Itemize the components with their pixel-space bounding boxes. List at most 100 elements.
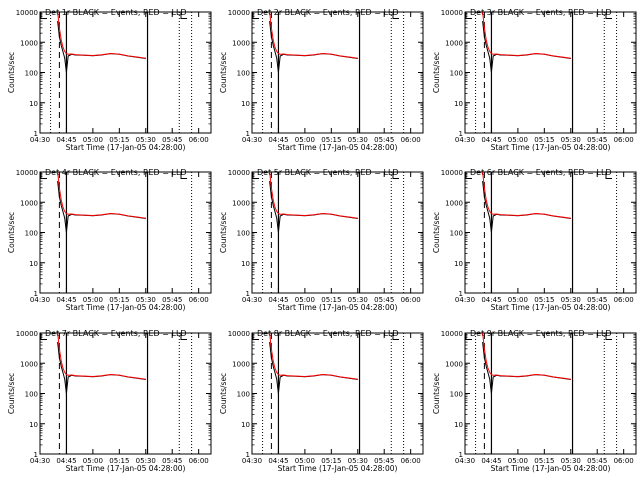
panel: Det 5r BLACK = Events, RED = LLD 1 10 100 10… — [219, 168, 424, 312]
x-axis-label: Start Time (17-Jan-05 04:28:00) — [278, 464, 398, 473]
y-tick-label: 10 — [241, 260, 250, 268]
y-tick-label: 10 — [29, 260, 38, 268]
x-tick-label: 04:45 — [56, 457, 76, 465]
y-tick-label: 1 — [459, 290, 463, 298]
y-tick-label: 10000 — [228, 330, 250, 338]
x-tick-label: 05:45 — [162, 457, 182, 465]
x-tick-label: 05:15 — [321, 136, 341, 144]
x-tick-label: 05:30 — [561, 136, 581, 144]
x-tick-label: 05:45 — [162, 136, 182, 144]
y-tick-label: 10000 — [441, 330, 463, 338]
x-tick-label: 04:45 — [481, 136, 501, 144]
y-axis-label: Counts/sec — [432, 52, 441, 93]
y-tick-label: 1 — [34, 290, 38, 298]
panel: Det 4r BLACK = Events, RED = LLD 1 10 100 10… — [7, 168, 212, 312]
x-tick-label: 06:00 — [614, 457, 634, 465]
y-tick-label: 10 — [241, 100, 250, 108]
x-tick-label: 04:45 — [56, 136, 76, 144]
y-tick-label: 10000 — [441, 9, 463, 17]
x-tick-label: 04:30 — [242, 136, 262, 144]
y-axis-label: Counts/sec — [7, 373, 16, 414]
legend-mark — [392, 333, 399, 340]
x-tick-label: 04:30 — [455, 296, 475, 304]
events-line — [57, 181, 146, 233]
x-tick-label: 05:00 — [508, 296, 528, 304]
legend-mark — [180, 172, 187, 179]
panel-title: Det 2r BLACK = Events, RED = LLD — [257, 8, 399, 17]
legend-mark — [605, 172, 612, 179]
x-tick-label: 05:45 — [162, 296, 182, 304]
x-tick-label: 06:00 — [189, 296, 209, 304]
legend-mark — [605, 12, 612, 19]
x-tick-label: 05:00 — [295, 296, 315, 304]
y-tick-label: 1000 — [445, 39, 463, 47]
x-tick-label: 06:00 — [614, 296, 634, 304]
y-tick-label: 10 — [241, 421, 250, 429]
y-tick-label: 10 — [29, 421, 38, 429]
x-tick-label: 04:30 — [30, 296, 50, 304]
lld-line — [57, 11, 146, 59]
y-tick-label: 100 — [237, 391, 250, 399]
panel: Det 9r BLACK = Events, RED = LLD 1 10 100 10… — [432, 329, 637, 473]
x-tick-label: 06:00 — [401, 296, 421, 304]
x-tick-label: 05:30 — [561, 457, 581, 465]
x-tick-label: 06:00 — [401, 136, 421, 144]
y-tick-label: 1 — [459, 451, 463, 459]
y-tick-label: 1000 — [232, 360, 250, 368]
panel-title: Det 8r BLACK = Events, RED = LLD — [257, 329, 399, 338]
legend-mark — [180, 333, 187, 340]
events-line — [482, 342, 571, 394]
y-tick-label: 1 — [34, 130, 38, 138]
y-tick-label: 10000 — [16, 9, 38, 17]
y-tick-label: 1000 — [232, 39, 250, 47]
lld-line — [269, 171, 358, 219]
y-tick-label: 1 — [246, 130, 250, 138]
x-tick-label: 04:45 — [268, 136, 288, 144]
y-tick-label: 100 — [25, 70, 38, 78]
x-axis-label: Start Time (17-Jan-05 04:28:00) — [66, 303, 186, 312]
x-axis-label: Start Time (17-Jan-05 04:28:00) — [278, 143, 398, 152]
x-tick-label: 04:45 — [481, 457, 501, 465]
x-axis-label: Start Time (17-Jan-05 04:28:00) — [66, 464, 186, 473]
x-tick-label: 04:30 — [455, 457, 475, 465]
y-tick-label: 10 — [454, 100, 463, 108]
panel: Det 8r BLACK = Events, RED = LLD 1 10 100 10… — [219, 329, 424, 473]
events-line — [57, 21, 146, 73]
events-line — [57, 342, 146, 394]
x-tick-label: 06:00 — [189, 457, 209, 465]
panel-title: Det 4r BLACK = Events, RED = LLD — [45, 168, 187, 177]
x-tick-label: 05:30 — [561, 296, 581, 304]
x-tick-label: 05:30 — [136, 136, 156, 144]
legend-mark — [180, 12, 187, 19]
y-axis-label: Counts/sec — [7, 52, 16, 93]
x-tick-label: 05:00 — [508, 136, 528, 144]
y-axis-label: Counts/sec — [219, 52, 228, 93]
y-tick-label: 10 — [454, 260, 463, 268]
lld-line — [269, 11, 358, 59]
x-tick-label: 04:45 — [268, 457, 288, 465]
panel: Det 6r BLACK = Events, RED = LLD 1 10 100 10… — [432, 168, 637, 312]
x-tick-label: 05:00 — [83, 136, 103, 144]
x-tick-label: 05:30 — [348, 136, 368, 144]
y-tick-label: 100 — [25, 391, 38, 399]
x-tick-label: 05:00 — [83, 296, 103, 304]
y-tick-label: 1 — [246, 451, 250, 459]
y-tick-label: 10 — [29, 100, 38, 108]
plot-frame — [39, 11, 212, 134]
y-tick-label: 1 — [459, 130, 463, 138]
y-tick-label: 1000 — [445, 360, 463, 368]
y-tick-label: 1000 — [20, 199, 38, 207]
x-tick-label: 04:45 — [481, 296, 501, 304]
x-tick-label: 05:00 — [83, 457, 103, 465]
events-line — [482, 181, 571, 233]
y-tick-label: 10000 — [228, 9, 250, 17]
y-tick-label: 1000 — [445, 199, 463, 207]
x-tick-label: 05:45 — [587, 457, 607, 465]
y-tick-label: 100 — [450, 230, 463, 238]
lld-line — [57, 171, 146, 219]
x-tick-label: 05:30 — [348, 296, 368, 304]
x-axis-label: Start Time (17-Jan-05 04:28:00) — [491, 303, 611, 312]
y-tick-label: 1000 — [232, 199, 250, 207]
y-tick-label: 100 — [450, 391, 463, 399]
panel-title: Det 6r BLACK = Events, RED = LLD — [470, 168, 612, 177]
